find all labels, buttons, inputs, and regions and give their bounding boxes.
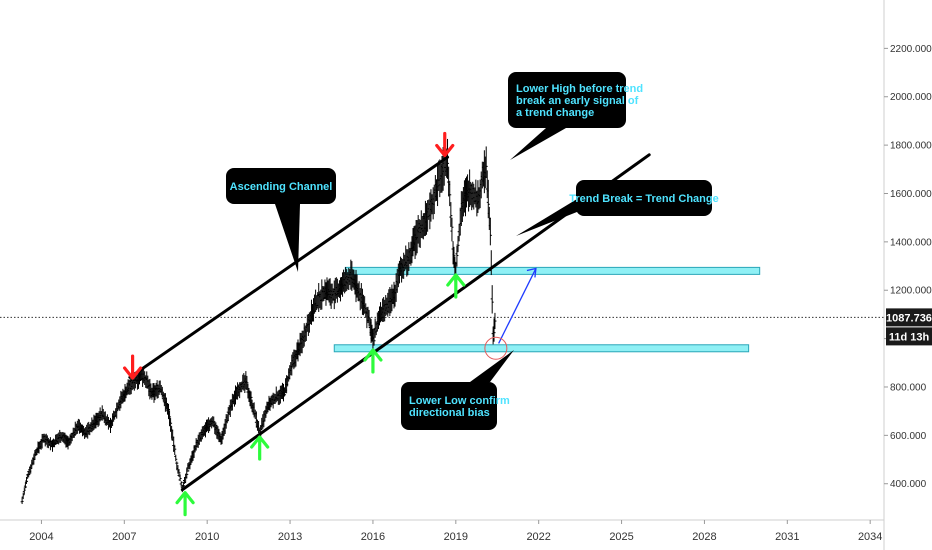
y-tick-label: 1800.000 [890,141,932,152]
y-tick-label: 2000.000 [890,92,932,103]
annotation-trend-break: Trend Break = Trend Change [516,180,719,236]
annotation-text: a trend change [516,107,594,119]
y-tick-label: 2200.000 [890,44,932,55]
annotation-ascending: Ascending Channel [226,168,336,272]
x-tick-label: 2010 [195,531,219,543]
arrow-down-icon [123,354,143,380]
annotation-text: Ascending Channel [230,181,333,193]
arrow-up-icon [175,491,195,517]
y-tick-label: 800.000 [890,382,927,393]
arrow-up-icon [250,435,270,461]
x-tick-label: 2031 [775,531,799,543]
arrow-down-icon [435,131,455,158]
y-tick-label: 1400.000 [890,237,932,248]
projection-arrow-head [526,267,537,278]
projection-arrow-line [498,268,537,344]
annotation-pointer [510,128,566,160]
signal-arrows [123,131,466,517]
y-tick-label: 1200.000 [890,286,932,297]
annotation-pointer [516,196,582,236]
x-tick-label: 2016 [361,531,385,543]
annotation-pointer [470,350,514,382]
y-tick-label: 400.000 [890,479,927,490]
x-tick-label: 2004 [29,531,53,543]
annotation-text: directional bias [409,407,490,419]
annotation-text: break an early signal of [516,95,639,107]
price-badge [886,308,932,327]
channel-upper-line [128,155,450,379]
annotation-text: Lower Low confirm [409,395,510,407]
y-tick-label: 1600.000 [890,189,932,200]
x-tick-label: 2013 [278,531,302,543]
annotation-box [508,72,626,128]
annotation-box [401,382,497,430]
x-tick-label: 2028 [692,531,716,543]
arrow-up-icon [446,273,466,299]
time-badge [886,327,932,346]
price-series [20,138,497,505]
annotation-pointer [275,204,300,272]
x-tick-label: 2019 [444,531,468,543]
time-badge-label: 11d 13h [889,331,930,343]
arrow-up-icon [363,348,383,374]
annotation-text: Trend Break = Trend Change [569,193,718,205]
x-tick-label: 2034 [858,531,882,543]
annotation-text: Lower High before trend [516,83,643,95]
annotation-box [576,180,712,216]
x-tick-label: 2022 [526,531,550,543]
x-tick-label: 2007 [112,531,136,543]
y-tick-label: 600.000 [890,431,927,442]
annotation-box [226,168,336,204]
price-badge-label: 1087.736 [886,312,932,324]
x-tick-label: 2025 [609,531,633,543]
horizontal-zone [333,344,750,353]
annotations: Ascending Channel Lower High before trend… [226,72,719,430]
low-highlight-circle [484,336,508,360]
